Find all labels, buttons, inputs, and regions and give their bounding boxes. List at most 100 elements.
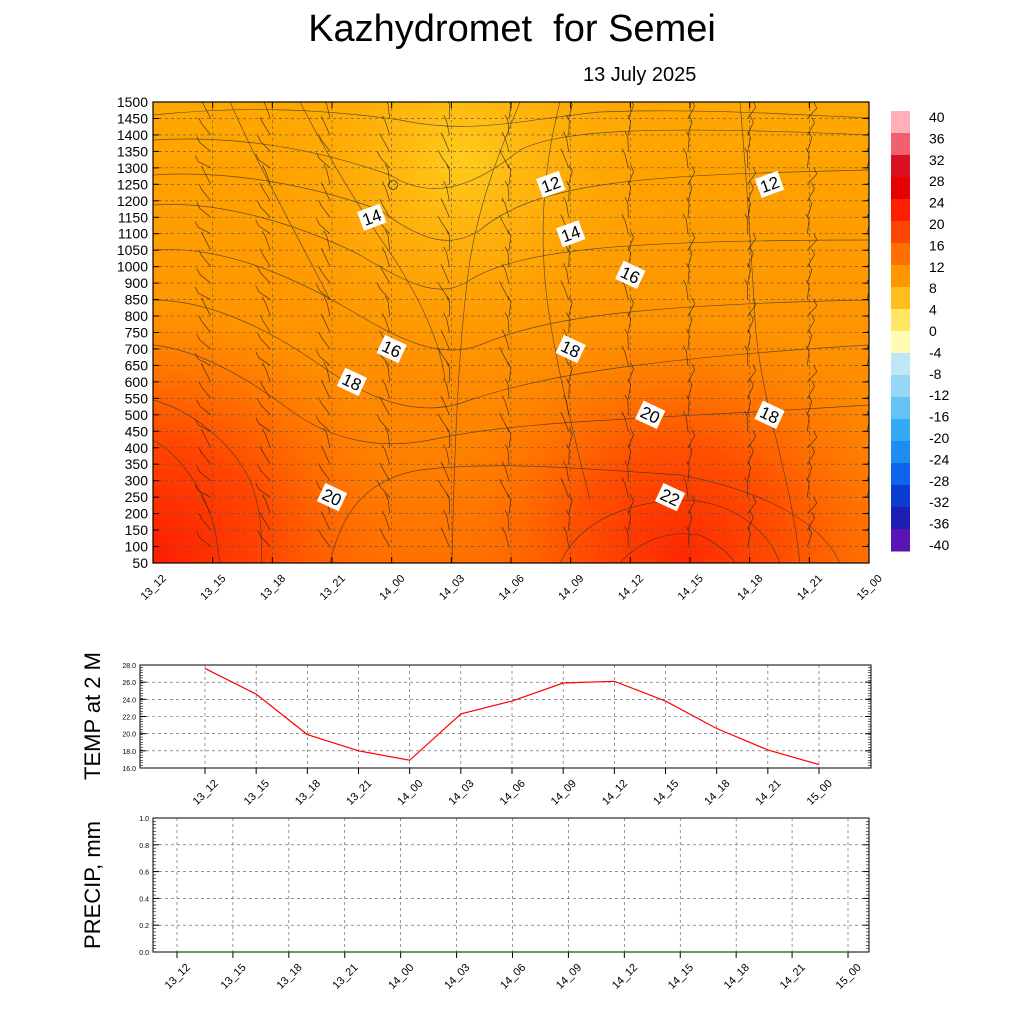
wind-barb	[744, 476, 749, 498]
wind-barb	[437, 479, 450, 498]
contour-label: 16	[376, 334, 407, 364]
x-tick-label: 13_15	[219, 962, 249, 992]
wind-barb	[262, 296, 271, 317]
wind-barb	[627, 510, 632, 531]
temperature-contour	[619, 533, 736, 563]
wind-barb	[384, 230, 391, 251]
wind-barb	[504, 312, 510, 333]
wind-barb	[194, 418, 211, 432]
y-tick-label: 0.6	[139, 870, 149, 877]
colorbar-bin	[891, 529, 910, 541]
wind-barb	[624, 394, 629, 415]
wind-barb	[566, 312, 570, 333]
wind-barb	[320, 181, 331, 201]
wind-barb	[257, 530, 271, 547]
wind-barb	[198, 183, 211, 202]
wind-barb	[443, 444, 450, 465]
y-tick-label: 22.0	[122, 715, 136, 722]
colorbar: 4036322824201612840-4-8-12-16-20-24-28-3…	[891, 109, 949, 553]
wind-barb	[379, 264, 390, 284]
wind-barb	[382, 313, 390, 333]
wind-barb	[379, 133, 390, 152]
x-tick-label: 14_15	[651, 778, 681, 808]
wind-barb	[316, 152, 331, 169]
wind-barb	[259, 248, 271, 267]
contour-label-box	[376, 334, 407, 364]
wind-barb	[628, 296, 634, 317]
wind-barb	[318, 265, 331, 284]
wind-barb	[628, 231, 634, 251]
x-tick-label: 13_12	[139, 573, 169, 603]
wind-barb	[443, 510, 450, 531]
wind-barb	[255, 153, 271, 169]
wind-barb	[560, 280, 569, 300]
colorbar-label: 28	[929, 173, 945, 189]
wind-barb	[257, 332, 271, 350]
wind-barb	[376, 151, 390, 169]
wind-barb	[687, 102, 696, 119]
wind-barb	[624, 197, 629, 218]
wind-barb	[563, 263, 570, 284]
wind-barb	[504, 114, 510, 135]
y-tick-label: 900	[125, 275, 149, 291]
y-tick-label: 500	[125, 407, 149, 423]
y-tick-label: 0.4	[139, 896, 149, 903]
x-tick-label: 13_21	[344, 778, 374, 808]
wind-barb	[329, 102, 330, 103]
wind-barb	[499, 478, 510, 498]
x-tick-label: 13_12	[191, 778, 221, 808]
wind-barb	[807, 116, 815, 136]
wind-barb	[560, 477, 569, 498]
colorbar-label: 0	[929, 323, 937, 339]
y-tick-label: 1250	[117, 176, 148, 192]
contour-label: 12	[536, 170, 566, 198]
wind-barb	[624, 526, 629, 547]
wind-barb	[807, 299, 818, 317]
wind-barb	[628, 362, 634, 383]
wind-barb	[744, 411, 749, 432]
wind-barb	[624, 460, 629, 481]
wind-barb	[747, 115, 754, 136]
contour-label-box	[555, 220, 586, 248]
wind-barb	[747, 526, 751, 547]
y-tick-label: 1.0	[139, 816, 149, 823]
wind-barb	[807, 197, 813, 218]
wind-barb	[379, 198, 390, 218]
wind-barb	[501, 197, 510, 218]
wind-barb	[318, 199, 331, 218]
colorbar-bin	[891, 199, 910, 211]
wind-barb	[563, 197, 570, 218]
wind-barb	[382, 378, 390, 399]
colorbar-bin	[891, 485, 910, 497]
y-tick-label: 28.0	[122, 663, 136, 670]
temperature-contour	[153, 109, 869, 127]
wind-barb	[209, 102, 211, 103]
wind-barb	[687, 312, 693, 333]
wind-barb	[566, 246, 570, 267]
x-tick-label: 14_12	[600, 778, 630, 808]
wind-barb	[316, 284, 331, 300]
wind-barb	[504, 378, 510, 399]
wind-barb	[568, 362, 573, 382]
wind-barb	[563, 131, 570, 152]
wind-barb	[384, 493, 391, 514]
wind-barb	[501, 131, 510, 152]
wind-barb	[807, 167, 818, 185]
wind-barb	[687, 510, 693, 531]
wind-barb	[621, 345, 629, 366]
wind-barb	[257, 464, 271, 481]
temperature-contour	[329, 465, 841, 563]
colorbar-label: -40	[929, 537, 949, 553]
y-tick-label: 24.0	[122, 697, 136, 704]
x-tick-label: 14_09	[556, 573, 586, 603]
wind-barb	[200, 429, 211, 448]
wind-barb	[504, 444, 510, 465]
colorbar-label: -12	[929, 387, 949, 403]
wind-barb	[682, 477, 689, 498]
x-tick-label: 14_09	[554, 962, 584, 992]
wind-barb	[627, 378, 632, 399]
wind-barb	[682, 345, 689, 366]
wind-barb	[747, 364, 757, 383]
